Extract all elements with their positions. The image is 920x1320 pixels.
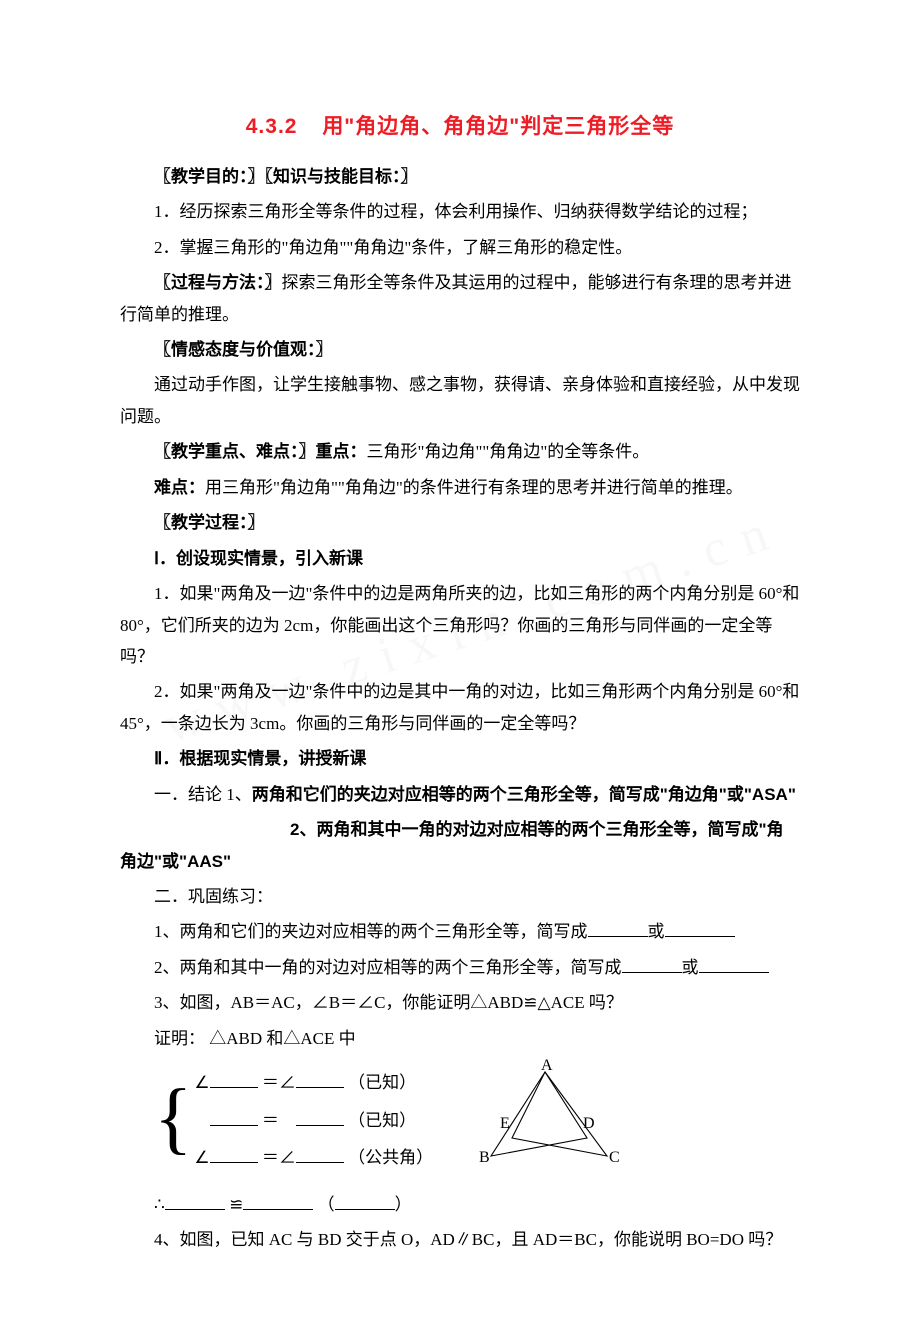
vertex-e: E bbox=[500, 1115, 510, 1132]
goal-line-1: 1．经历探索三角形全等条件的过程，体会利用操作、归纳获得数学结论的过程； bbox=[120, 196, 800, 227]
proof-row: { ∠ ＝∠ （已知） ∠ ＝∠ （已知） ∠ ＝∠ （公共角） bbox=[120, 1058, 800, 1188]
exercise-1: 1、两角和它们的夹边对应相等的两个三角形全等，简写成 或 bbox=[120, 916, 800, 947]
fill-blank[interactable] bbox=[243, 1191, 313, 1210]
brace-line-3: ∠ ＝∠ （公共角） bbox=[194, 1139, 433, 1176]
goal-line-2: 2．掌握三角形的"角边角""角角边"条件，了解三角形的稳定性。 bbox=[120, 232, 800, 263]
proof-lead: 证明： △ABD 和△ACE 中 bbox=[120, 1023, 800, 1054]
heading-1: Ⅰ．创设现实情景，引入新课 bbox=[120, 543, 800, 574]
fill-blank[interactable] bbox=[699, 954, 769, 973]
difficulty-text: 用三角形"角边角""角角边"的条件进行有条理的思考并进行简单的推理。 bbox=[205, 478, 743, 497]
therefore-symbol: ∴ bbox=[154, 1195, 165, 1214]
left-brace-icon: { bbox=[154, 1082, 192, 1154]
proof-system: { ∠ ＝∠ （已知） ∠ ＝∠ （已知） ∠ ＝∠ （公共角） bbox=[154, 1064, 433, 1176]
heading-2: Ⅱ．根据现实情景，讲授新课 bbox=[120, 743, 800, 774]
brace-line-1: ∠ ＝∠ （已知） bbox=[194, 1064, 433, 1101]
exercise-1-text: 1、两角和它们的夹边对应相等的两个三角形全等，简写成 bbox=[154, 922, 588, 941]
fill-blank[interactable] bbox=[210, 1107, 258, 1126]
vertex-d: D bbox=[583, 1115, 595, 1132]
section-goal-label: 〖教学目的：〗〖知识与技能目标：〗 bbox=[120, 161, 800, 192]
equals-symbol: ＝ bbox=[262, 1111, 279, 1130]
reason-given: （已知） bbox=[348, 1111, 416, 1130]
fill-blank[interactable] bbox=[296, 1070, 344, 1089]
process-label: 〖过程与方法：〗 bbox=[154, 273, 282, 292]
conclusion-1-text: 两角和它们的夹边对应相等的两个三角形全等，简写成"角边角"或"ASA" bbox=[252, 785, 796, 804]
angle-symbol: ∠ bbox=[194, 1073, 209, 1092]
section-difficulty: 难点：用三角形"角边角""角角边"的条件进行有条理的思考并进行简单的推理。 bbox=[120, 472, 800, 503]
document-page: www.zixin.com.cn 4.3.2 用"角边角、角角边"判定三角形全等… bbox=[0, 0, 920, 1320]
fill-blank[interactable] bbox=[665, 919, 735, 938]
section-attitude-text: 通过动手作图，让学生接触事物、感之事物，获得请、亲身体验和直接经验，从中发现问题… bbox=[120, 369, 800, 432]
brace-line-2: ∠ ＝∠ （已知） bbox=[194, 1102, 433, 1139]
therefore-line: ∴ ≌ （ ） bbox=[120, 1189, 800, 1220]
fill-blank[interactable] bbox=[296, 1144, 344, 1163]
congruent-symbol: ≌ bbox=[229, 1195, 243, 1214]
angle-symbol: ∠ bbox=[194, 1148, 209, 1167]
exercise-3: 3、如图，AB＝AC，∠B＝∠C，你能证明△ABD≌△ACE 吗？ bbox=[120, 987, 800, 1018]
question-1: 1．如果"两角及一边"条件中的边是两角所夹的边，比如三角形的两个内角分别是 60… bbox=[120, 578, 800, 672]
or-text: 或 bbox=[682, 958, 699, 977]
exercise-4: 4、如图，已知 AC 与 BD 交于点 O，AD∥BC，且 AD＝BC，你能说明… bbox=[120, 1224, 800, 1255]
difficulty-label: 难点： bbox=[154, 478, 205, 497]
paren-right: ） bbox=[395, 1195, 412, 1214]
section-process2-label: 〖教学过程：〗 bbox=[120, 507, 800, 538]
conclusion-2-lead: 2、 bbox=[290, 820, 316, 839]
paren-left: （ bbox=[318, 1195, 335, 1214]
vertex-a: A bbox=[541, 1058, 553, 1074]
or-text: 或 bbox=[648, 922, 665, 941]
triangle-svg: A B C D E bbox=[457, 1058, 632, 1178]
fill-blank[interactable] bbox=[622, 954, 682, 973]
equals-angle: ＝∠ bbox=[262, 1148, 296, 1167]
keypoint-label: 〖教学重点、难点：〗重点： bbox=[154, 442, 367, 461]
exercise-label: 二．巩固练习： bbox=[120, 881, 800, 912]
exercise-2-text: 2、两角和其中一角的对边对应相等的两个三角形全等，简写成 bbox=[154, 958, 622, 977]
conclusion-2-text: 两角和其中一角的对边对应相等的两个三角形全等，简写成"角角边"或"AAS" bbox=[120, 820, 784, 870]
conclusion-1: 一．结论 1、两角和它们的夹边对应相等的两个三角形全等，简写成"角边角"或"AS… bbox=[120, 779, 800, 810]
section-process: 〖过程与方法：〗探索三角形全等条件及其运用的过程中，能够进行有条理的思考并进行简… bbox=[120, 267, 800, 330]
page-title: 4.3.2 用"角边角、角角边"判定三角形全等 bbox=[120, 108, 800, 147]
reason-given: （已知） bbox=[348, 1073, 416, 1092]
fill-blank[interactable] bbox=[210, 1144, 258, 1163]
section-keypoint: 〖教学重点、难点：〗重点：三角形"角边角""角角边"的全等条件。 bbox=[120, 436, 800, 467]
conclusion-lead: 一．结论 1、 bbox=[154, 785, 252, 804]
vertex-b: B bbox=[479, 1149, 490, 1166]
brace-lines: ∠ ＝∠ （已知） ∠ ＝∠ （已知） ∠ ＝∠ （公共角） bbox=[194, 1064, 433, 1176]
fill-blank[interactable] bbox=[335, 1191, 395, 1210]
fill-blank[interactable] bbox=[296, 1107, 344, 1126]
title-number: 4.3.2 bbox=[246, 115, 298, 138]
triangle-diagram: A B C D E bbox=[457, 1058, 632, 1188]
equals-angle: ＝∠ bbox=[262, 1073, 296, 1092]
fill-blank[interactable] bbox=[210, 1070, 258, 1089]
exercise-2: 2、两角和其中一角的对边对应相等的两个三角形全等，简写成 或 bbox=[120, 952, 800, 983]
question-2: 2．如果"两角及一边"条件中的边是其中一角的对边，比如三角形两个内角分别是 60… bbox=[120, 676, 800, 739]
vertex-c: C bbox=[609, 1149, 620, 1166]
fill-blank[interactable] bbox=[588, 919, 648, 938]
section-attitude-label: 〖情感态度与价值观：〗 bbox=[120, 334, 800, 365]
title-text: 用"角边角、角角边"判定三角形全等 bbox=[322, 115, 674, 138]
keypoint-text: 三角形"角边角""角角边"的全等条件。 bbox=[367, 442, 650, 461]
reason-common-angle: （公共角） bbox=[348, 1148, 433, 1167]
conclusion-2: 2、两角和其中一角的对边对应相等的两个三角形全等，简写成"角角边"或"AAS" bbox=[120, 814, 800, 877]
fill-blank[interactable] bbox=[165, 1191, 225, 1210]
